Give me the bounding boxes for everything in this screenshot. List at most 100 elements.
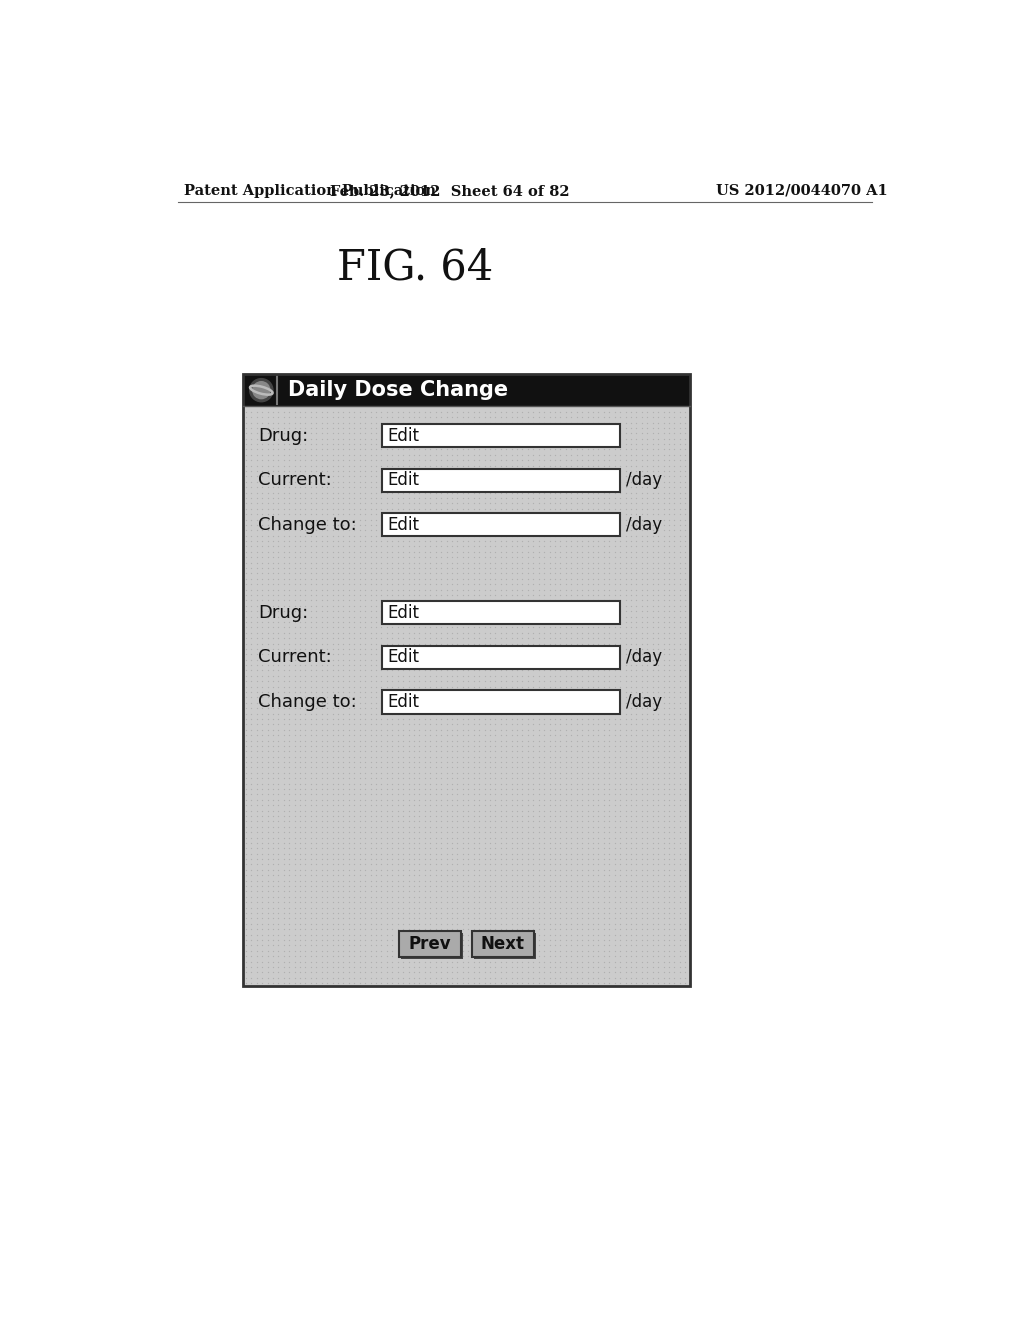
Point [243,746,259,767]
Point [275,574,292,595]
Point [238,686,254,708]
Point [580,833,596,854]
Point [677,843,693,865]
Point [313,919,330,940]
Point [243,525,259,546]
Point [427,962,443,983]
Point [406,870,422,891]
Point [590,865,606,886]
Point [498,417,514,438]
Point [433,816,450,837]
Point [351,686,368,708]
Point [644,833,660,854]
Point [389,898,406,919]
Point [368,692,384,713]
Point [395,515,412,536]
Point [655,870,672,891]
Point [493,417,509,438]
Point [606,676,623,697]
Point [270,935,287,956]
Point [379,741,395,762]
Point [249,676,265,697]
Point [254,492,270,513]
Point [481,880,498,902]
Point [617,735,634,756]
Point [568,924,585,945]
Point [650,482,667,503]
Point [563,557,580,578]
Point [249,639,265,660]
Point [493,655,509,676]
Point [481,940,498,961]
Point [238,562,254,583]
Point [580,579,596,601]
Point [590,616,606,638]
Point [460,843,476,865]
Point [443,709,460,730]
Point [275,714,292,735]
Point [552,697,568,718]
Point [536,859,552,880]
Point [520,546,537,568]
Point [634,810,650,832]
Point [400,784,417,805]
Point [281,849,297,870]
Point [313,768,330,789]
Point [509,541,525,562]
Point [412,843,428,865]
Point [287,746,303,767]
Point [509,704,525,725]
Point [585,826,601,849]
Point [238,929,254,950]
Point [422,810,438,832]
Point [552,665,568,686]
Point [644,455,660,477]
Point [580,686,596,708]
Point [660,870,677,891]
Point [389,741,406,762]
Point [525,956,542,977]
Point [476,940,493,961]
Point [493,859,509,880]
Point [623,849,639,870]
Point [389,774,406,795]
Point [368,870,384,891]
Point [297,800,313,821]
Point [558,455,574,477]
Point [384,477,400,498]
Point [313,880,330,902]
Point [542,908,558,929]
Point [677,697,693,718]
Point [368,504,384,525]
Point [481,660,498,681]
Point [466,843,482,865]
Point [379,929,395,950]
Point [259,816,275,837]
Point [628,919,644,940]
Point [672,774,688,795]
Point [389,649,406,671]
Point [466,919,482,940]
Point [493,692,509,713]
Point [455,913,471,935]
Point [373,401,389,422]
Point [498,676,514,697]
Point [509,622,525,643]
Point [655,492,672,513]
Point [498,482,514,503]
Point [362,649,379,671]
Point [514,973,530,994]
Point [617,751,634,772]
Point [357,735,374,756]
Point [417,627,433,648]
Point [313,569,330,590]
Point [536,520,552,541]
Point [406,779,422,800]
Point [667,579,683,601]
Point [476,595,493,616]
Point [509,870,525,891]
Point [525,805,542,826]
Point [498,498,514,519]
Point [325,445,341,466]
Point [438,585,455,606]
